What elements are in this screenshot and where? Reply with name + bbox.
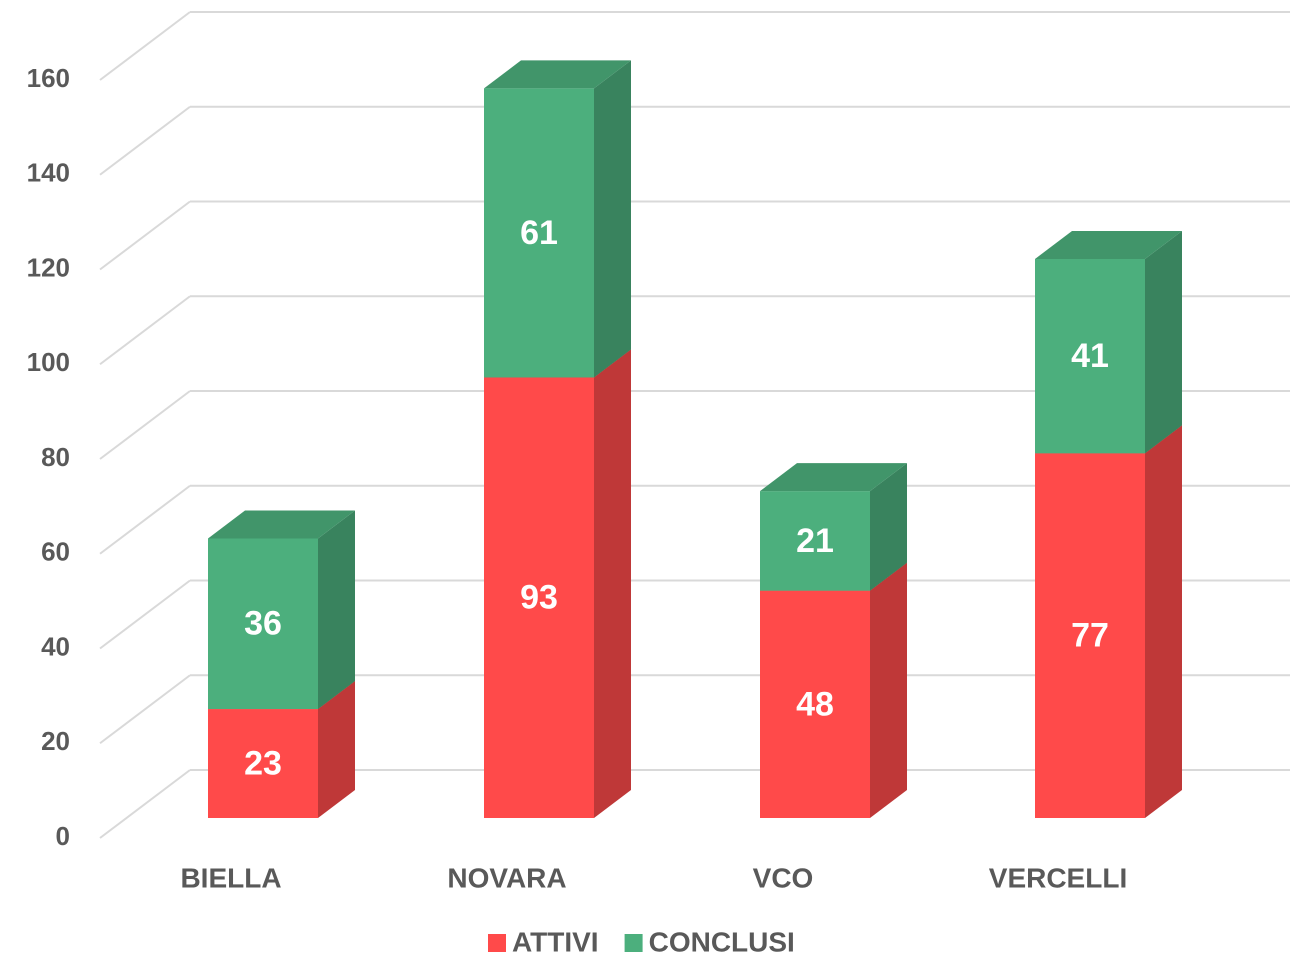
data-label: 36 bbox=[244, 605, 282, 643]
grid-line bbox=[99, 579, 191, 650]
grid-line bbox=[99, 769, 191, 839]
legend-swatch bbox=[488, 934, 506, 952]
y-tick-label: 80 bbox=[41, 442, 70, 472]
bar-segment bbox=[484, 377, 594, 818]
bar-side bbox=[594, 60, 631, 378]
grid-line bbox=[99, 390, 191, 460]
y-tick-label: 0 bbox=[56, 821, 70, 851]
x-tick-label: VCO bbox=[753, 862, 814, 893]
bar-side bbox=[870, 463, 907, 591]
bar-segment bbox=[208, 538, 318, 710]
y-tick-label: 120 bbox=[27, 252, 70, 282]
bar-segment bbox=[760, 491, 870, 591]
bar-side bbox=[318, 510, 355, 710]
grid-line bbox=[99, 484, 191, 555]
bar-segment bbox=[1035, 258, 1145, 454]
bar-segment bbox=[484, 88, 594, 378]
bar-segment bbox=[208, 709, 318, 818]
data-label: 77 bbox=[1071, 617, 1109, 655]
grid-line bbox=[99, 11, 191, 81]
x-tick-label: VERCELLI bbox=[989, 862, 1127, 893]
bar-side bbox=[870, 562, 907, 818]
bar-top bbox=[208, 510, 355, 539]
legend-label: ATTIVI bbox=[512, 926, 599, 957]
bar-side bbox=[1145, 230, 1182, 454]
y-tick-label: 40 bbox=[41, 631, 70, 661]
y-tick-label: 160 bbox=[27, 63, 70, 93]
data-label: 41 bbox=[1071, 337, 1109, 375]
grid-line bbox=[99, 674, 191, 745]
data-label: 21 bbox=[796, 522, 834, 560]
bar-side bbox=[594, 349, 631, 818]
y-tick-label: 60 bbox=[41, 537, 70, 567]
data-label: 61 bbox=[520, 214, 558, 252]
y-tick-label: 100 bbox=[27, 347, 70, 377]
x-tick-label: NOVARA bbox=[447, 862, 566, 893]
bar-side bbox=[318, 681, 355, 818]
grid-line bbox=[99, 105, 191, 176]
y-tick-label: 140 bbox=[27, 158, 70, 188]
x-tick-label: BIELLA bbox=[180, 862, 281, 893]
bar-top bbox=[484, 60, 631, 89]
y-tick-label: 20 bbox=[41, 726, 70, 756]
data-label: 93 bbox=[520, 579, 558, 617]
legend-swatch bbox=[624, 934, 643, 952]
bar-segment bbox=[760, 590, 870, 818]
grid-line bbox=[99, 200, 191, 271]
bar-segment bbox=[1035, 453, 1145, 818]
data-label: 23 bbox=[244, 745, 282, 783]
bar-top bbox=[1035, 230, 1182, 259]
grid-line bbox=[99, 295, 191, 366]
data-label: 48 bbox=[796, 685, 834, 723]
bar-side bbox=[1145, 425, 1182, 818]
legend-label: CONCLUSI bbox=[649, 926, 795, 957]
bar-top bbox=[760, 463, 907, 492]
